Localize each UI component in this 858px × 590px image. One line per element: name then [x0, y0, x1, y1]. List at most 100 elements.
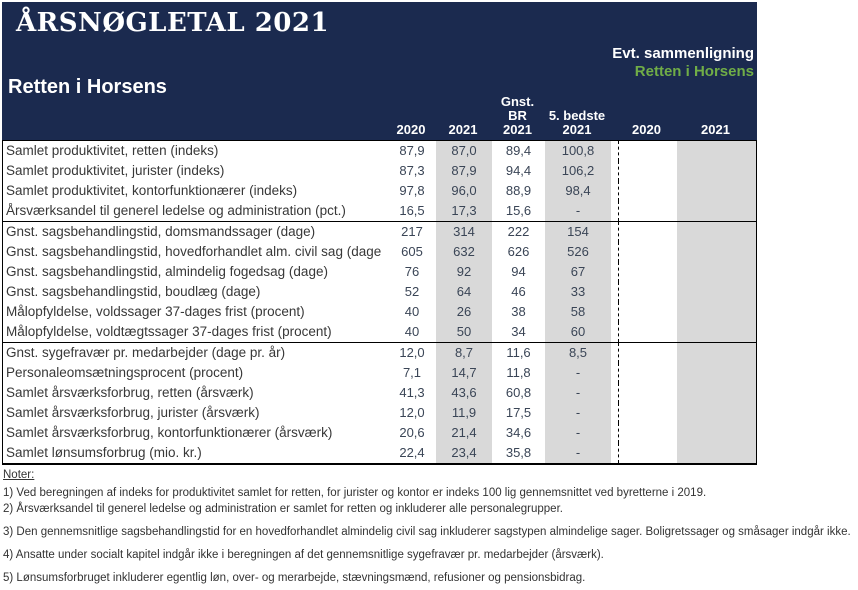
table-column-headers: 2020 2021 Gnst. BR 2021 5. bedste 2021 2…	[2, 95, 755, 138]
cell-5-bedste-2021: 100,8	[545, 141, 611, 161]
comparison-block: Evt. sammenligning Retten i Horsens	[612, 45, 754, 81]
cell-comparison-2021	[677, 383, 756, 403]
cell-comparison-2021	[677, 423, 756, 443]
table-row: Årsværksandel til generel ledelse og adm…	[3, 201, 756, 221]
table-row: Samlet produktivitet, retten (indeks) 87…	[3, 141, 756, 161]
cell-comparison-2020	[618, 282, 677, 302]
cell-5-bedste-2021: -	[545, 403, 611, 423]
cell-5-bedste-2021: -	[545, 363, 611, 383]
gnst-br-line2: 2021	[503, 122, 532, 137]
spacer-cell	[611, 161, 618, 181]
row-label: Samlet årsværksforbrug, kontorfunktionær…	[6, 425, 333, 440]
cell-5-bedste-2021: 98,4	[545, 181, 611, 201]
table-row: Samlet årsværksforbrug, jurister (årsvær…	[3, 403, 756, 423]
row-label: Målopfyldelse, voldtægtssager 37-dages f…	[6, 324, 332, 339]
cell-2020: 12,0	[399, 405, 425, 420]
spacer-cell	[611, 242, 618, 262]
cell-comparison-2021	[677, 302, 756, 322]
cell-5-bedste-2021: -	[545, 443, 611, 463]
cell-gnst-br-2021: 35,8	[505, 445, 532, 460]
table-row: Samlet lønsumsforbrug (mio. kr.) 22,4 23…	[3, 443, 756, 463]
row-label: Samlet årsværksforbrug, jurister (årsvær…	[6, 405, 260, 420]
cell-2021: 21,4	[436, 423, 492, 443]
spacer-cell	[611, 343, 618, 363]
cell-comparison-2021	[677, 282, 756, 302]
spacer-cell	[611, 222, 618, 242]
report-header: ÅRSNØGLETAL 2021 Retten i Horsens Evt. s…	[2, 2, 757, 140]
spacer-cell	[611, 423, 618, 443]
cell-gnst-br-2021: 38	[511, 304, 526, 319]
cell-comparison-2021	[677, 242, 756, 262]
column-header-comparison-2021: 2021	[701, 122, 730, 137]
cell-2021: 314	[436, 222, 492, 242]
cell-2021: 87,9	[436, 161, 492, 181]
spacer-cell	[611, 322, 618, 342]
cell-2020: 41,3	[399, 385, 425, 400]
column-header-2021: 2021	[448, 122, 478, 137]
spacer-cell	[611, 141, 618, 161]
table-row: Gnst. sagsbehandlingstid, boudlæg (dage)…	[3, 282, 756, 302]
cell-2021: 26	[436, 302, 492, 322]
cell-comparison-2021	[677, 322, 756, 342]
comparison-court: Retten i Horsens	[634, 63, 754, 80]
notes-section: Noter: 1) Ved beregningen af indeks for …	[3, 468, 851, 585]
cell-2020: 76	[404, 264, 420, 279]
cell-2020: 87,3	[399, 163, 425, 178]
cell-comparison-2020	[618, 302, 677, 322]
cell-comparison-2020	[618, 403, 677, 423]
cell-gnst-br-2021: 34	[511, 324, 526, 339]
table-row: Gnst. sagsbehandlingstid, domsmandssager…	[3, 222, 756, 242]
cell-5-bedste-2021: 58	[545, 302, 611, 322]
label-column-header	[2, 137, 387, 138]
spacer-cell	[611, 181, 618, 201]
column-header-comparison-2020: 2020	[632, 122, 661, 137]
cell-2020: 16,5	[399, 203, 425, 218]
column-header-2020: 2020	[396, 122, 426, 137]
row-label: Målopfyldelse, voldssager 37-dages frist…	[6, 304, 305, 319]
table-section-case-processing: Gnst. sagsbehandlingstid, domsmandssager…	[3, 222, 756, 343]
cell-gnst-br-2021: 222	[507, 224, 530, 239]
court-name: Retten i Horsens	[8, 76, 167, 98]
cell-5-bedste-2021: 67	[545, 262, 611, 282]
cell-comparison-2021	[677, 343, 756, 363]
table-row: Målopfyldelse, voldssager 37-dages frist…	[3, 302, 756, 322]
cell-2020: 40	[404, 324, 420, 339]
cell-5-bedste-2021: 60	[545, 322, 611, 342]
cell-comparison-2021	[677, 181, 756, 201]
cell-5-bedste-2021: -	[545, 201, 611, 221]
row-label: Samlet produktivitet, jurister (indeks)	[6, 163, 225, 178]
row-label: Samlet lønsumsforbrug (mio. kr.)	[6, 445, 202, 460]
table-row: Gnst. sygefravær pr. medarbejder (dage p…	[3, 343, 756, 363]
cell-2020: 20,6	[399, 425, 425, 440]
row-label: Gnst. sagsbehandlingstid, hovedforhandle…	[6, 244, 382, 259]
spacer-cell	[611, 302, 618, 322]
best5-line2: 2021	[562, 122, 592, 137]
note-item: 4) Ansatte under socialt kapitel indgår …	[3, 549, 604, 561]
spacer-cell	[611, 201, 618, 221]
cell-5-bedste-2021: 33	[545, 282, 611, 302]
cell-comparison-2021	[677, 201, 756, 221]
cell-comparison-2020	[618, 423, 677, 443]
table-row: Samlet årsværksforbrug, kontorfunktionær…	[3, 423, 756, 443]
cell-gnst-br-2021: 88,9	[505, 183, 532, 198]
cell-gnst-br-2021: 11,6	[506, 345, 531, 360]
cell-2020: 12,0	[399, 345, 425, 360]
table-row: Gnst. sagsbehandlingstid, almindelig fog…	[3, 262, 756, 282]
table-section-productivity: Samlet produktivitet, retten (indeks) 87…	[3, 141, 756, 222]
cell-gnst-br-2021: 17,5	[505, 405, 532, 420]
cell-5-bedste-2021: -	[545, 383, 611, 403]
row-label: Samlet produktivitet, kontorfunktionærer…	[6, 183, 298, 198]
cell-2020: 605	[401, 244, 423, 259]
table-row: Personaleomsætningsprocent (procent) 7,1…	[3, 363, 756, 383]
cell-5-bedste-2021: 526	[545, 242, 611, 262]
report-title: ÅRSNØGLETAL 2021	[16, 8, 330, 38]
table-row: Samlet årsværksforbrug, retten (årsværk)…	[3, 383, 756, 403]
cell-2021: 14,7	[436, 363, 492, 383]
cell-5-bedste-2021: 8,5	[545, 343, 611, 363]
cell-gnst-br-2021: 11,8	[506, 365, 531, 380]
spacer-cell	[611, 282, 618, 302]
spacer-header	[610, 137, 617, 138]
cell-comparison-2021	[677, 161, 756, 181]
note-item: 2) Årsværksandel til generel ledelse og …	[3, 503, 563, 515]
